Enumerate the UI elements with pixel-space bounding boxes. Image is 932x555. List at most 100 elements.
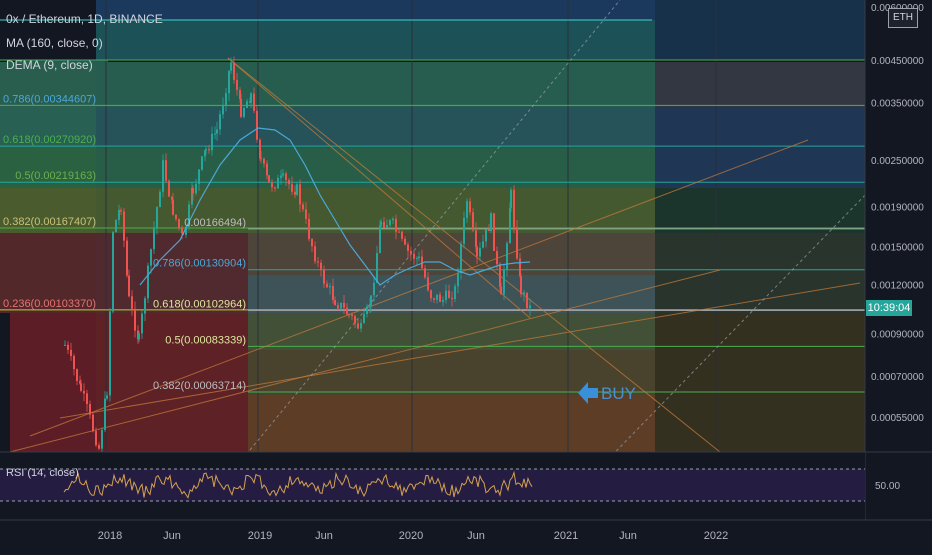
candle [317, 261, 319, 263]
currency-tag[interactable]: ETH [888, 8, 918, 28]
candle [466, 201, 468, 218]
candle [191, 188, 193, 205]
price-tick-label: 0.00070000 [871, 372, 924, 383]
time-tick-label: Jun [467, 530, 485, 542]
time-tick-label: 2022 [704, 530, 728, 542]
candle [250, 93, 252, 103]
candle [416, 258, 418, 260]
fib-level-label: 0.382(0.00063714) [153, 380, 246, 392]
fib-zone [96, 20, 655, 60]
candle [445, 290, 447, 300]
candle [253, 93, 255, 111]
candle [109, 311, 111, 396]
candle [153, 228, 155, 250]
candle [488, 229, 490, 231]
candle [329, 286, 331, 288]
time-tick-label: Jun [163, 530, 181, 542]
candle [280, 175, 282, 178]
candle [472, 212, 474, 231]
candle [118, 210, 120, 220]
fib-zone [0, 62, 96, 107]
candle [70, 349, 72, 356]
time-tick-label: Jun [315, 530, 333, 542]
time-tick-label: 2019 [248, 530, 272, 542]
candle [222, 104, 224, 115]
candle [366, 306, 368, 315]
candle [147, 265, 149, 299]
fib-zone [248, 275, 655, 313]
fib-zone [248, 313, 655, 350]
candle [457, 273, 459, 287]
candle [448, 290, 450, 298]
candle [185, 226, 187, 235]
price-axis[interactable]: 0.006000000.004500000.003500000.00250000… [864, 0, 932, 520]
candle [271, 182, 273, 188]
rsi-pane: 50.00 [0, 451, 932, 520]
candle [296, 184, 298, 195]
candle [389, 220, 391, 226]
candle [302, 204, 304, 210]
dema-indicator-label[interactable]: DEMA (9, close) [6, 58, 93, 72]
candle [205, 149, 207, 151]
fib-level-label: 0.786(0.00344607) [3, 93, 96, 105]
candle [106, 395, 108, 399]
candles [64, 56, 531, 452]
candle [348, 314, 350, 316]
price-tick-label: 0.00055000 [871, 413, 924, 424]
candle [211, 133, 213, 151]
fib-level-label: 0.618(0.00270920) [3, 134, 96, 146]
rsi-line [63, 470, 533, 499]
ma-indicator-label[interactable]: MA (160, close, 0) [6, 36, 103, 50]
symbol-title[interactable]: 0x / Ethereum, 1D, BINANCE [6, 12, 163, 26]
candle [380, 221, 382, 226]
candle [64, 344, 66, 346]
fib-level-label: 0.786(0.00130904) [153, 258, 246, 270]
candle [326, 283, 328, 288]
candle [144, 298, 146, 314]
candle [421, 256, 423, 269]
candle [266, 163, 268, 176]
candle [83, 390, 85, 394]
candle [120, 210, 122, 212]
candle [343, 302, 345, 308]
candle [192, 188, 194, 194]
candle [204, 150, 206, 157]
fib-zone [96, 148, 655, 188]
fib-zone [248, 395, 655, 452]
candle [112, 232, 114, 312]
candle [337, 305, 339, 309]
candle [439, 294, 441, 302]
fib-zone [655, 0, 865, 60]
rsi-indicator-label[interactable]: RSI (14, close) [6, 467, 79, 479]
fib-zone [96, 62, 655, 107]
candle [493, 213, 495, 251]
candle [299, 184, 301, 205]
candle [357, 323, 359, 329]
candle [67, 344, 69, 350]
candle [424, 268, 426, 278]
candle [370, 295, 372, 306]
candle [360, 323, 362, 329]
buy-label: BUY [601, 384, 636, 403]
candle [80, 383, 82, 391]
time-tick-label: Jun [619, 530, 637, 542]
candle [516, 227, 518, 259]
candle [436, 294, 438, 300]
fib-level-label: 0.5(0.00083339) [165, 334, 246, 346]
candle [520, 275, 522, 295]
price-tick-label: 0.00150000 [871, 243, 924, 254]
candle [398, 231, 400, 233]
candle [86, 393, 88, 405]
candle [513, 189, 515, 228]
time-axis[interactable]: 2018 Jun 2019 Jun 2020 Jun 2021 Jun 2022 [0, 519, 932, 550]
candle [351, 314, 353, 317]
candle [201, 156, 203, 170]
fib-zone [0, 148, 96, 188]
fib-level-label: 0.236(0.00103370) [3, 298, 96, 310]
candle [181, 227, 183, 234]
trend-line [227, 57, 531, 319]
candle [214, 133, 216, 135]
candle [433, 298, 435, 300]
